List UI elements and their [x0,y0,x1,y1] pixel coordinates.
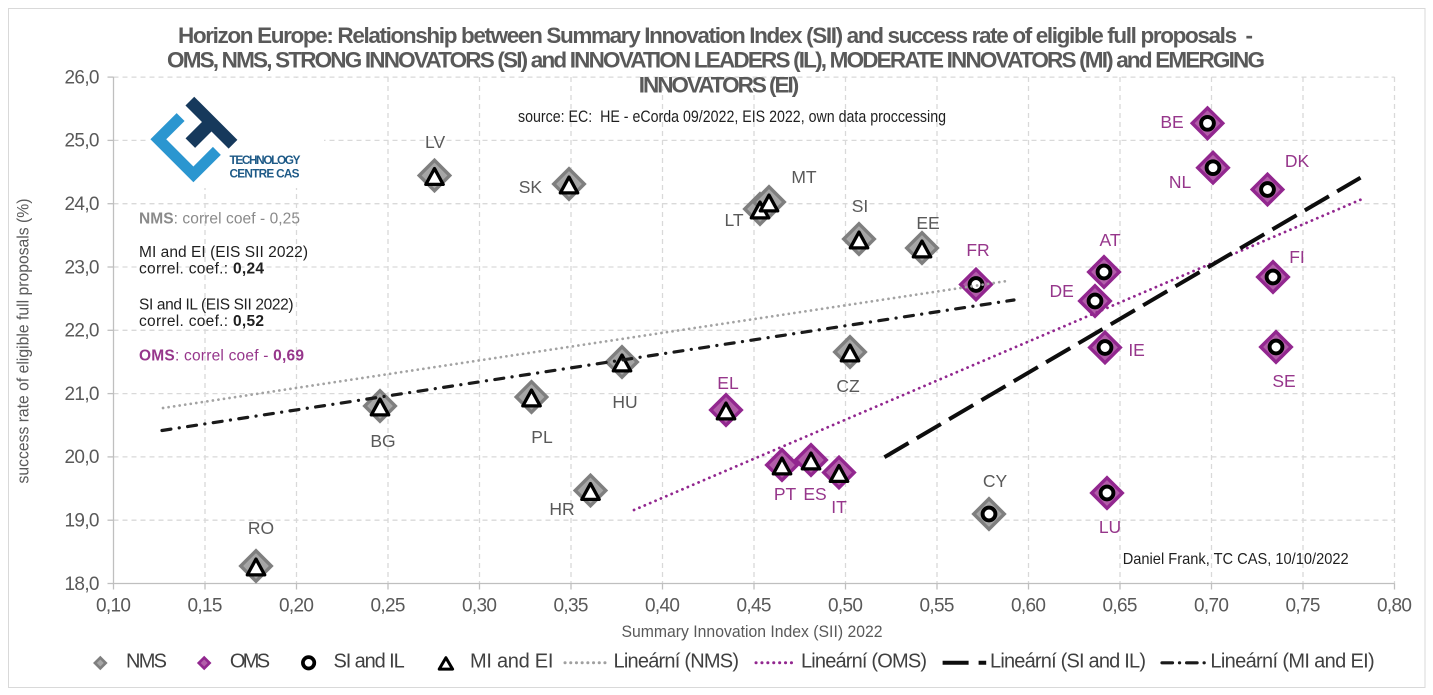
svg-text:Lineární (NMS): Lineární (NMS) [614,651,740,673]
svg-text:26,0: 26,0 [65,67,100,88]
svg-text:0,70: 0,70 [1194,596,1229,617]
svg-text:23,0: 23,0 [65,257,100,278]
svg-text:NMS: NMS [126,651,167,673]
svg-text:LT: LT [724,210,743,230]
svg-text:IT: IT [831,497,847,517]
svg-text:0,10: 0,10 [96,596,131,617]
svg-text:22,0: 22,0 [65,321,100,342]
svg-text:24,0: 24,0 [65,194,100,215]
svg-text:Summary Innovation Index (SII): Summary Innovation Index (SII) 2022 [622,622,883,641]
svg-text:0,60: 0,60 [1011,596,1046,617]
svg-text:Daniel Frank, TC CAS, 10/10/20: Daniel Frank, TC CAS, 10/10/2022 [1123,551,1349,568]
svg-text:BE: BE [1160,112,1183,132]
svg-text:OMS: correl coef - 0,69: OMS: correl coef - 0,69 [139,348,304,365]
svg-text:CY: CY [983,471,1008,491]
svg-text:SI: SI [852,196,869,216]
svg-text:DE: DE [1049,281,1073,301]
svg-text:correl. coef.: 0,24: correl. coef.: 0,24 [139,261,264,278]
svg-text:Lineární (OMS): Lineární (OMS) [801,651,927,673]
svg-text:NL: NL [1169,172,1192,192]
svg-text:0,30: 0,30 [462,596,497,617]
svg-text:20,0: 20,0 [65,447,100,468]
svg-text:Horizon Europe: Relationship b: Horizon Europe: Relationship between Sum… [178,23,1253,48]
svg-text:LV: LV [425,132,445,152]
svg-text:RO: RO [248,518,274,538]
svg-text:CENTRE CAS: CENTRE CAS [230,167,300,181]
svg-text:INNOVATORS (EI): INNOVATORS (EI) [639,73,800,98]
svg-text:0,20: 0,20 [279,596,314,617]
svg-text:MI and EI (EIS SII 2022): MI and EI (EIS SII 2022) [139,244,308,261]
svg-text:FR: FR [966,240,989,260]
svg-text:0,35: 0,35 [554,596,589,617]
svg-text:correl. coef.: 0,52: correl. coef.: 0,52 [139,313,264,330]
svg-text:MI and EI: MI and EI [470,651,553,673]
svg-text:0,25: 0,25 [371,596,406,617]
svg-text:OMS, NMS, STRONG INNOVATORS (S: OMS, NMS, STRONG INNOVATORS (SI) and INN… [167,48,1265,73]
svg-text:0,65: 0,65 [1103,596,1138,617]
svg-text:HU: HU [612,392,637,412]
svg-text:EE: EE [916,213,939,233]
svg-text:FI: FI [1289,247,1305,267]
svg-text:PL: PL [531,427,553,447]
svg-text:0,45: 0,45 [737,596,772,617]
svg-text:CZ: CZ [836,376,860,396]
svg-text:0,50: 0,50 [828,596,863,617]
svg-text:TECHNOLOGY: TECHNOLOGY [230,153,301,167]
svg-text:0,80: 0,80 [1377,596,1412,617]
svg-text:success rate of eligible full: success rate of eligible full proposals … [14,199,33,484]
svg-text:18,0: 18,0 [65,574,100,595]
svg-text:EL: EL [717,373,739,393]
svg-text:PT: PT [774,484,797,504]
svg-text:Lineární (SI and IL): Lineární (SI and IL) [990,651,1146,673]
svg-text:MT: MT [791,167,817,187]
svg-text:BG: BG [370,431,395,451]
svg-text:25,0: 25,0 [65,131,100,152]
svg-text:ES: ES [803,484,826,504]
svg-text:IE: IE [1128,340,1145,360]
svg-text:AT: AT [1099,230,1120,250]
svg-text:NMS: correl coef - 0,25: NMS: correl coef - 0,25 [139,211,300,228]
svg-text:21,0: 21,0 [65,384,100,405]
svg-text:DK: DK [1285,151,1310,171]
svg-text:SI and IL (EIS SII 2022): SI and IL (EIS SII 2022) [139,296,294,313]
svg-text:OMS: OMS [230,651,270,673]
svg-text:0,55: 0,55 [920,596,955,617]
svg-text:SK: SK [519,177,543,197]
svg-text:source: EC: HE - eCorda 09/20: source: EC: HE - eCorda 09/2022, EIS 202… [518,107,946,126]
svg-text:0,15: 0,15 [188,596,223,617]
svg-text:LU: LU [1099,517,1121,537]
svg-text:0,40: 0,40 [645,596,680,617]
svg-text:HR: HR [549,499,574,519]
svg-text:0,75: 0,75 [1286,596,1321,617]
svg-text:SI and IL: SI and IL [334,651,405,673]
svg-text:Lineární (MI and EI): Lineární (MI and EI) [1210,651,1374,673]
svg-text:19,0: 19,0 [65,511,100,532]
svg-text:SE: SE [1272,371,1295,391]
